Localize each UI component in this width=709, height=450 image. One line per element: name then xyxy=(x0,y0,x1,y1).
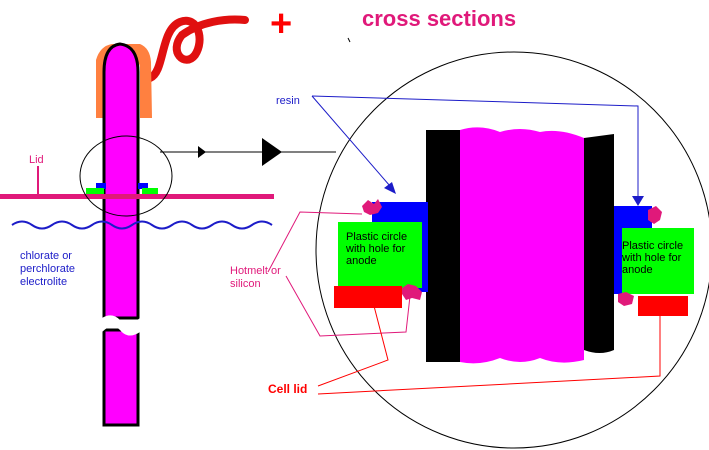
small-resin-left xyxy=(96,183,106,189)
cell-lid-label: Cell lid xyxy=(268,382,308,396)
hotmelt-blob-2 xyxy=(402,284,422,300)
cell-lid-left xyxy=(334,286,402,308)
resin-leader-right xyxy=(311,95,639,198)
electrolyte-wave xyxy=(11,220,273,230)
resin-arrow-right xyxy=(632,196,644,206)
resin-right xyxy=(614,206,652,228)
cell-lid-right xyxy=(638,296,688,316)
resin-right-side xyxy=(614,224,624,294)
zoom-circle xyxy=(315,51,709,449)
wire xyxy=(146,15,249,82)
positive-terminal-symbol: + xyxy=(270,3,293,45)
anode-core xyxy=(460,127,584,364)
hotmelt-blob-1 xyxy=(362,199,382,215)
plastic-circle-right-label: Plastic circle with hole for anode xyxy=(622,240,684,276)
lid-label: Lid xyxy=(29,154,44,166)
resin-label: resin xyxy=(276,95,300,107)
anode-rod-bottom xyxy=(102,328,140,427)
resin-arrow-left xyxy=(384,182,396,194)
small-plastic-left xyxy=(86,188,104,194)
tick-mark xyxy=(347,37,351,43)
small-resin-right xyxy=(138,183,148,189)
diagram-title: cross sections xyxy=(362,6,517,31)
hotmelt-leader-2 xyxy=(285,275,411,337)
plastic-circle-left-block xyxy=(338,222,422,288)
plastic-circle-left-label: Plastic circle with hole for anode xyxy=(346,231,408,267)
anode-rod-top xyxy=(102,42,140,320)
electrode-edge-left xyxy=(426,130,460,362)
lid-bar xyxy=(0,194,274,199)
plastic-circle-right-block xyxy=(622,228,694,294)
cell-lid-leader-right xyxy=(317,316,661,395)
zoom-arrow-head-large xyxy=(262,138,282,166)
detail-ellipse xyxy=(79,135,173,217)
resin-left xyxy=(372,202,428,224)
cell-lid-leader-left xyxy=(317,305,389,387)
electrode-edge-right xyxy=(584,134,614,353)
rod-break xyxy=(102,315,140,336)
hotmelt-blob-3 xyxy=(648,206,662,224)
hotmelt-blob-4 xyxy=(618,292,634,306)
hotmelt-label: Hotmelt or silicon xyxy=(230,265,281,290)
zoom-arrow-head-small xyxy=(198,146,206,158)
small-plastic-right xyxy=(142,188,158,194)
resin-leader-left xyxy=(311,95,391,187)
electrolyte-label: chlorate or perchlorate electrolite xyxy=(20,250,76,288)
hotmelt-leader-1 xyxy=(267,211,363,273)
